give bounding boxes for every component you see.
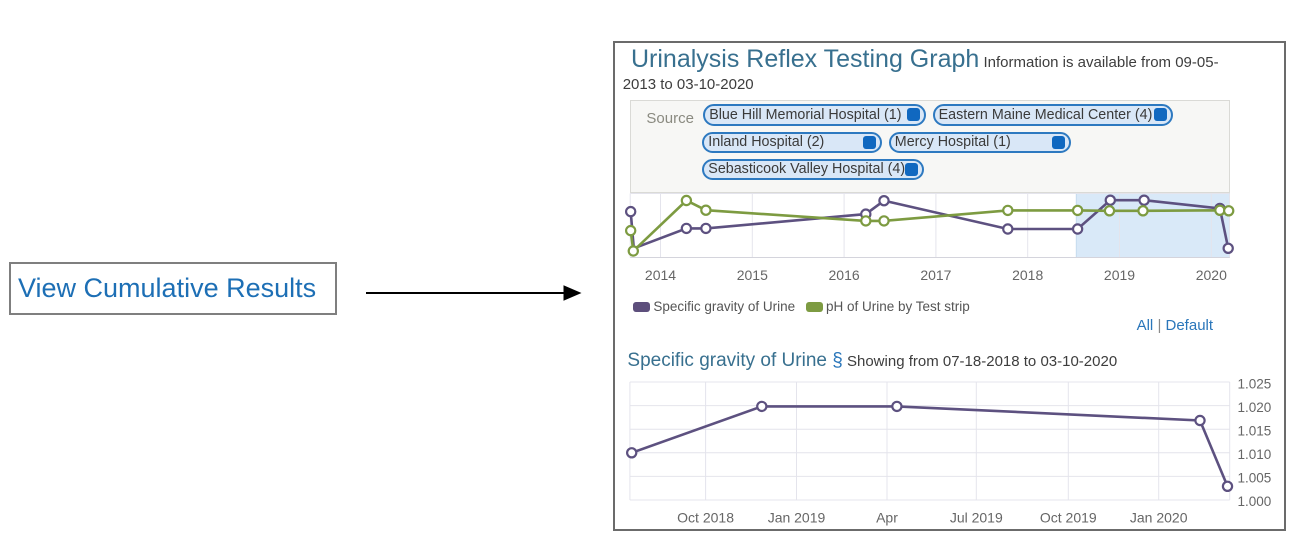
svg-text:1.005: 1.005: [1238, 471, 1272, 486]
svg-text:Jan 2019: Jan 2019: [768, 510, 826, 526]
svg-text:2014: 2014: [645, 267, 676, 283]
svg-text:2020: 2020: [1196, 267, 1227, 283]
svg-text:2019: 2019: [1104, 267, 1135, 283]
svg-text:Apr: Apr: [876, 510, 898, 526]
svg-text:Oct 2019: Oct 2019: [1040, 510, 1097, 526]
svg-text:Oct 2018: Oct 2018: [677, 510, 734, 526]
svg-text:1.015: 1.015: [1238, 424, 1272, 439]
svg-text:Jul 2019: Jul 2019: [950, 510, 1003, 526]
svg-text:1.010: 1.010: [1238, 447, 1272, 462]
svg-text:1.020: 1.020: [1238, 400, 1272, 415]
svg-text:2018: 2018: [1012, 267, 1043, 283]
svg-text:2017: 2017: [920, 267, 951, 283]
svg-text:Jan 2020: Jan 2020: [1130, 510, 1188, 526]
svg-text:1.000: 1.000: [1238, 494, 1272, 509]
svg-text:1.025: 1.025: [1238, 377, 1272, 392]
svg-text:2015: 2015: [737, 267, 768, 283]
svg-text:2016: 2016: [829, 267, 860, 283]
